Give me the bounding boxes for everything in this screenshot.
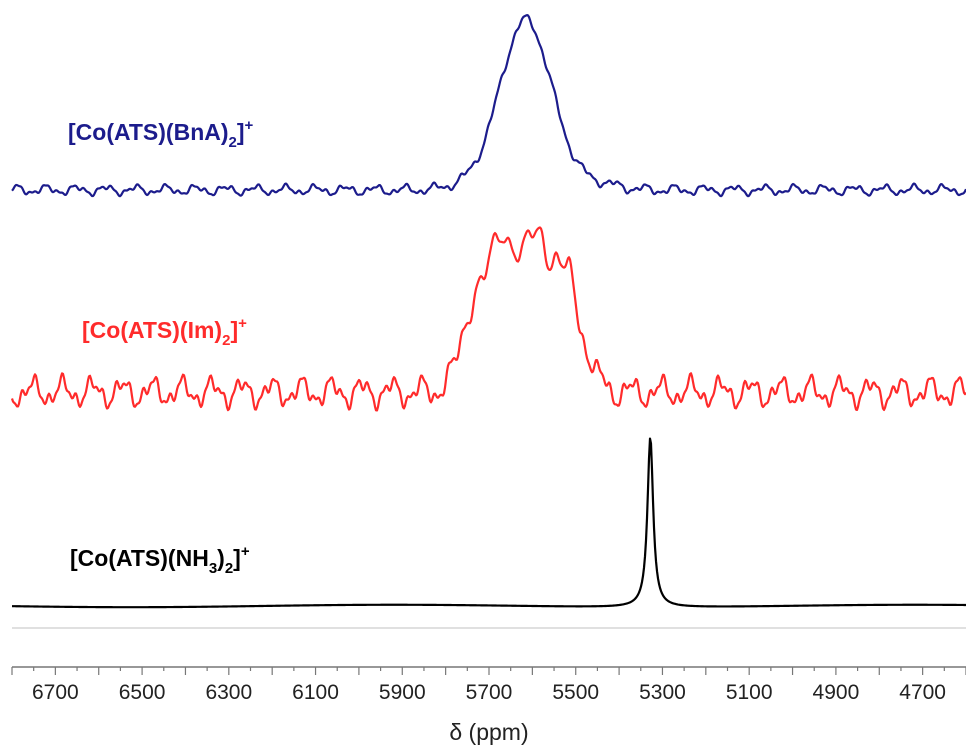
series-line-bna	[11, 13, 966, 198]
x-axis-ticks	[11, 667, 966, 675]
x-tick-label-6100: 6100	[292, 681, 339, 704]
x-tick-label-4900: 4900	[813, 681, 860, 704]
x-tick-label-4700: 4700	[899, 681, 946, 704]
x-tick-label-5500: 5500	[552, 681, 599, 704]
x-tick-label-6500: 6500	[119, 681, 166, 704]
x-axis-tick-labels: 6700 6500 6300 6100 5900 5700 5500 5300 5100 4900…	[32, 681, 946, 704]
series-line-nh3	[11, 437, 966, 609]
x-tick-label-5900: 5900	[379, 681, 426, 704]
x-tick-label-5300: 5300	[639, 681, 686, 704]
x-tick-label-5100: 5100	[726, 681, 773, 704]
series-label-nh3: [Co(ATS)(NH3)2]+	[70, 543, 250, 577]
x-tick-label-6300: 6300	[205, 681, 252, 704]
x-axis-title: δ (ppm)	[449, 719, 528, 745]
series-line-im	[10, 226, 966, 412]
x-tick-label-6700: 6700	[32, 681, 79, 704]
x-tick-label-5700: 5700	[466, 681, 513, 704]
series-label-bna: [Co(ATS)(BnA)2]+	[68, 117, 254, 151]
series-label-im: [Co(ATS)(Im)2]+	[82, 315, 247, 349]
